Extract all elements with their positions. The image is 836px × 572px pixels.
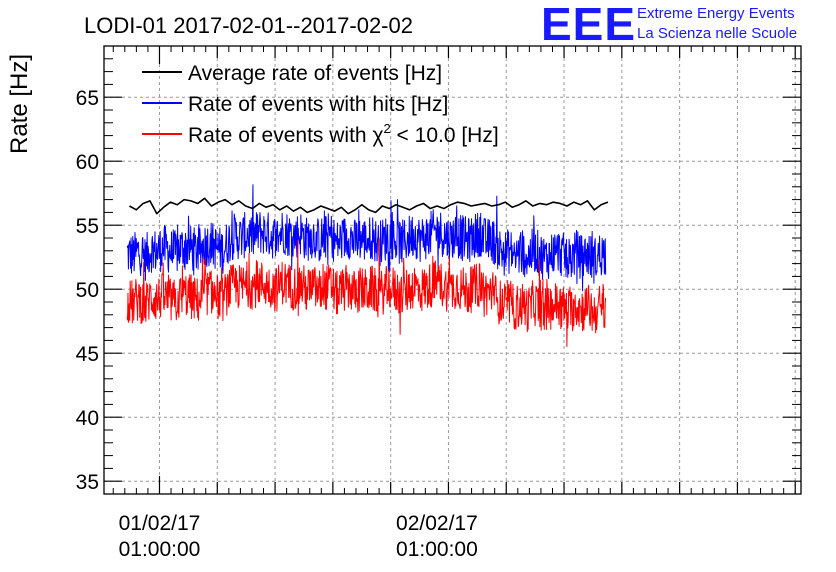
legend-chi2-symbol: χ [372, 124, 383, 147]
x-tick-label-date: 02/02/17 [396, 512, 478, 535]
legend-label-average: Average rate of events [Hz] [188, 62, 442, 85]
y-tick-labels: 35 40 45 50 55 60 65 [76, 87, 99, 494]
x-tick-label-time: 01:00:00 [396, 538, 478, 561]
y-tick-label: 40 [76, 407, 99, 430]
logo-line-2: La Scienza nelle Scuole [637, 25, 797, 42]
y-tick-label: 60 [76, 151, 99, 174]
series-line-1 [126, 184, 607, 292]
series-line-0 [129, 197, 609, 215]
y-tick-label: 65 [76, 87, 99, 110]
legend-label-hits: Rate of events with hits [Hz] [188, 93, 448, 116]
y-axis-title: Rate [Hz] [6, 54, 33, 154]
legend-chi2-prefix: Rate of events with [188, 124, 372, 147]
plot-frame [103, 45, 802, 495]
chart-title: LODI-01 2017-02-01--2017-02-02 [84, 13, 413, 38]
x-tick-label-date: 01/02/17 [119, 512, 201, 535]
series-layer [126, 184, 609, 347]
logo-line-1: Extreme Energy Events [637, 5, 795, 22]
legend-chi2-superscript: 2 [383, 121, 390, 136]
legend-label-chi2: Rate of events with χ2 < 10.0 [Hz] [188, 121, 499, 147]
series-line-2 [126, 237, 607, 347]
x-tick-label-time: 01:00:00 [119, 538, 201, 561]
eee-logo: EEE Extreme Energy Events La Scienza nel… [541, 0, 797, 50]
logo-letters: EEE [541, 0, 636, 50]
legend: Average rate of events [Hz] Rate of even… [142, 62, 499, 147]
y-tick-label: 35 [76, 471, 99, 494]
legend-chi2-suffix: < 10.0 [Hz] [391, 124, 499, 147]
y-tick-label: 45 [76, 343, 99, 366]
y-tick-label: 55 [76, 215, 99, 238]
x-tick-labels: 01/02/17 01:00:00 02/02/17 01:00:00 [119, 512, 478, 561]
y-tick-label: 50 [76, 279, 99, 302]
axis-ticks [104, 45, 801, 495]
